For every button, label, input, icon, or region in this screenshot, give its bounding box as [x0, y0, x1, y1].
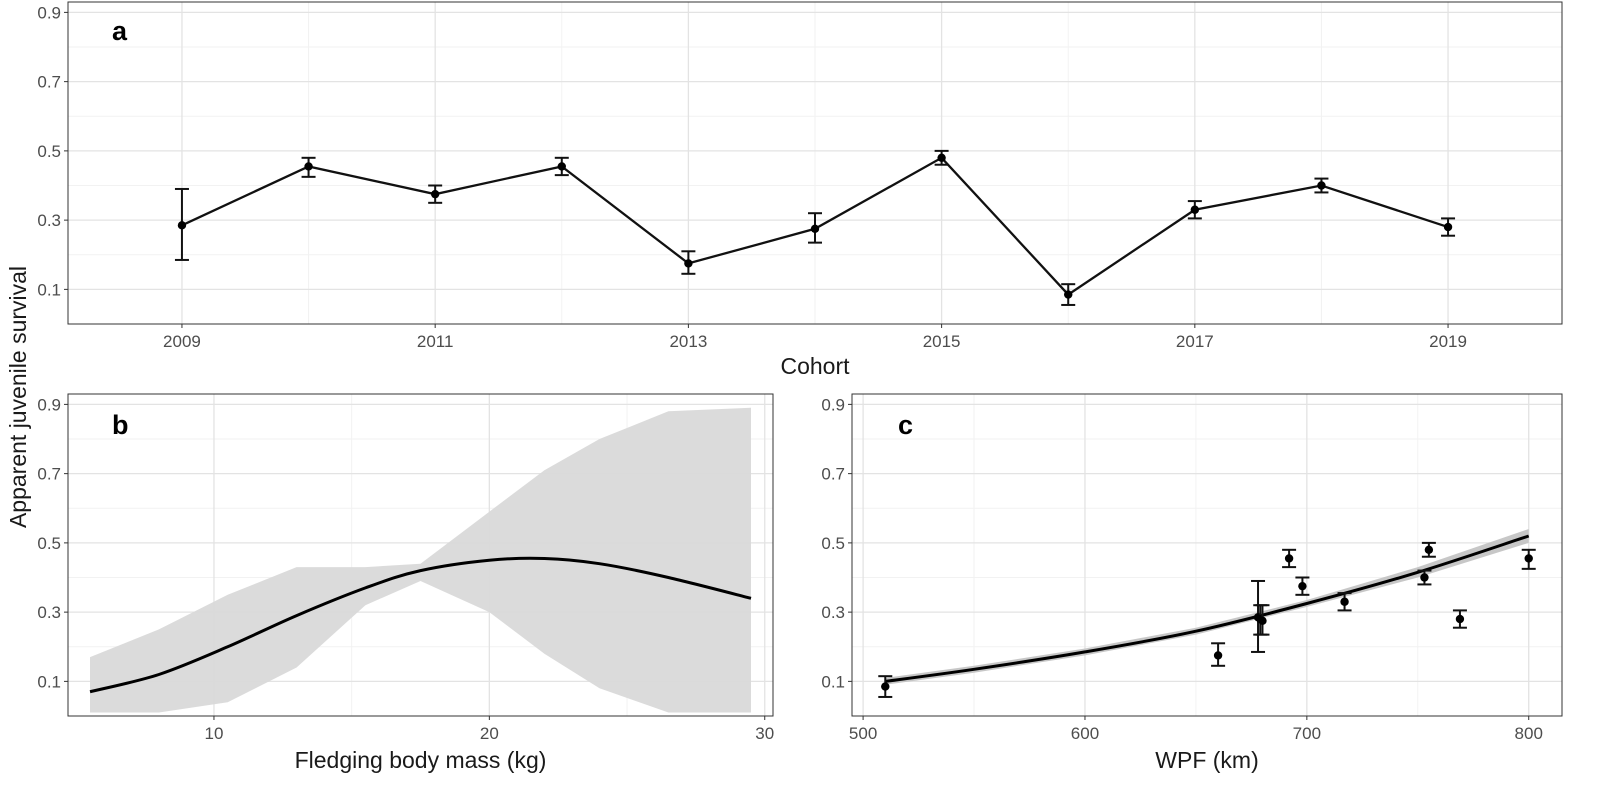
- y-tick-label: 0.7: [37, 73, 61, 92]
- x-tick-label: 10: [204, 724, 223, 743]
- x-tick-label: 800: [1515, 724, 1543, 743]
- data-point: [1190, 205, 1200, 214]
- data-point: [1317, 181, 1326, 190]
- y-tick-label: 0.5: [37, 142, 61, 161]
- data-point: [1284, 554, 1294, 563]
- panel-c: 0.1 0.3 0.5 0.7 0.9 500 600 700 800 WPF (km) c: [821, 393, 1563, 773]
- data-point: [1258, 616, 1267, 625]
- y-tick-label: 0.1: [37, 672, 61, 691]
- y-tick-label: 0.5: [821, 534, 845, 553]
- x-tick-label: 20: [480, 724, 499, 743]
- data-point: [810, 224, 820, 233]
- shared-y-axis-title: Apparent juvenile survival: [5, 266, 31, 528]
- data-point: [557, 162, 566, 171]
- y-tick-label: 0.1: [821, 672, 845, 691]
- y-tick-label: 0.3: [821, 603, 845, 622]
- panel-border: [851, 393, 1563, 717]
- data-point: [937, 153, 946, 163]
- fitted-curve: [885, 534, 1530, 683]
- data-point: [1424, 545, 1434, 555]
- data-point: [1213, 651, 1223, 660]
- y-tick-label: 0.7: [37, 465, 61, 484]
- y-tick-label: 0.9: [37, 3, 61, 22]
- panel-label: c: [898, 410, 913, 440]
- data-point: [1524, 554, 1533, 563]
- data-point: [177, 221, 187, 230]
- data-point: [1455, 614, 1465, 624]
- y-tick-label: 0.7: [821, 465, 845, 484]
- plot-background: [852, 394, 1562, 716]
- x-axis-title: WPF (km): [1155, 747, 1258, 773]
- data-point: [1443, 222, 1453, 232]
- x-tick-label: 2017: [1176, 332, 1214, 351]
- y-tick-label: 0.1: [37, 280, 61, 299]
- y-tick-label: 0.5: [37, 534, 61, 553]
- x-axis-title: Fledging body mass (kg): [295, 747, 547, 773]
- panel-label: b: [112, 410, 129, 440]
- panel-label: a: [112, 16, 128, 46]
- x-tick-label: 2015: [923, 332, 961, 351]
- data-point: [430, 189, 440, 199]
- confidence-band: [90, 407, 751, 713]
- data-point: [304, 162, 313, 171]
- panel-b: 0.1 0.3 0.5 0.7 0.9 10 20 30 Fledging body mass …: [37, 393, 774, 773]
- data-point: [1340, 597, 1349, 606]
- x-tick-label: 2013: [669, 332, 707, 351]
- x-tick-label: 30: [755, 724, 774, 743]
- y-tick-label: 0.3: [37, 603, 61, 622]
- x-tick-label: 700: [1293, 724, 1321, 743]
- y-tick-label: 0.3: [37, 211, 61, 230]
- data-point: [1064, 290, 1073, 299]
- fitted-curve: [89, 556, 752, 694]
- x-tick-label: 2011: [417, 332, 454, 351]
- y-tick-label: 0.9: [821, 395, 845, 414]
- data-point: [881, 682, 890, 691]
- panel-border: [67, 1, 1563, 325]
- confidence-band: [885, 529, 1529, 685]
- x-tick-label: 2009: [163, 332, 201, 351]
- data-point: [1298, 581, 1307, 591]
- panel-a: 0.1 0.3 0.5 0.7 0.9 2009 2011 2013 2015 2017 2019 C…: [37, 1, 1563, 379]
- x-tick-label: 600: [1071, 724, 1099, 743]
- y-tick-label: 0.9: [37, 395, 61, 414]
- data-point: [1420, 573, 1429, 582]
- x-tick-label: 500: [849, 724, 877, 743]
- x-tick-label: 2019: [1429, 332, 1467, 351]
- data-point: [684, 259, 693, 268]
- x-axis-title: Cohort: [780, 353, 850, 379]
- panel-border: [67, 393, 774, 717]
